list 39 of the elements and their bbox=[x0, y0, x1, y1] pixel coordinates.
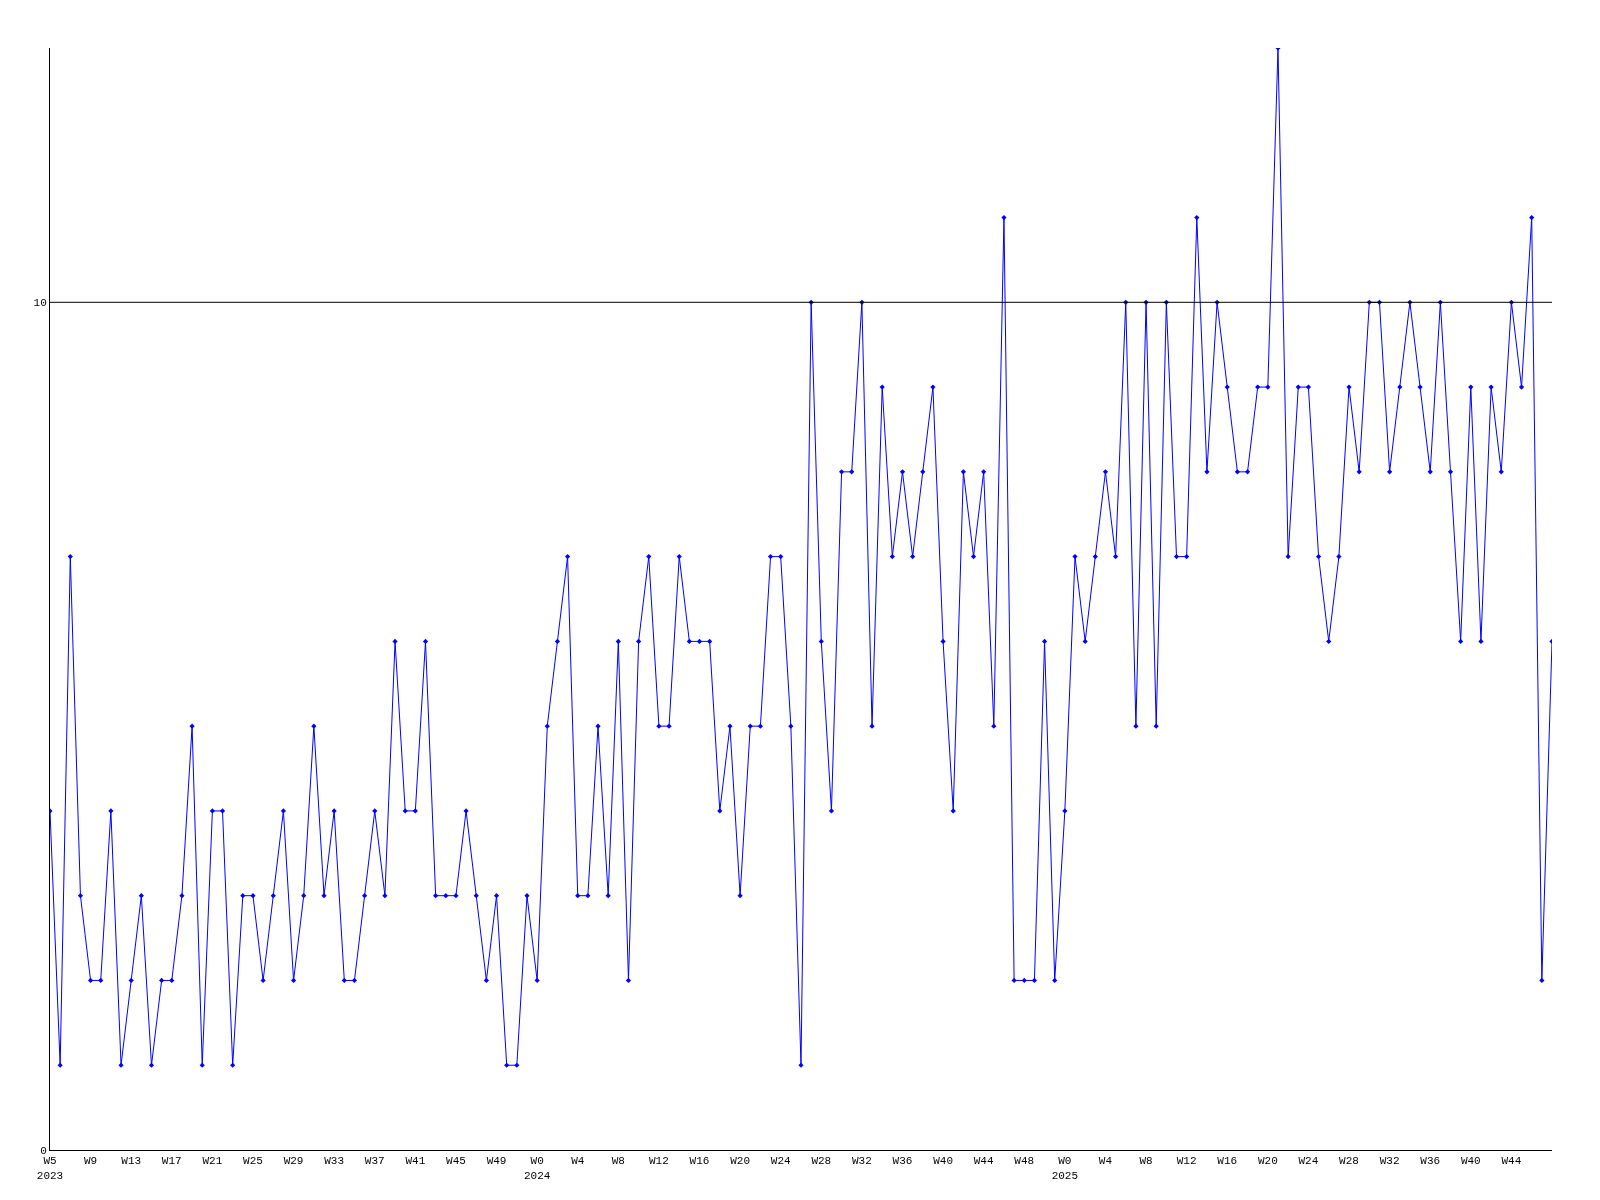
x-tick-label: W16 bbox=[689, 1155, 710, 1168]
x-tick-label: W24 bbox=[770, 1155, 791, 1168]
x-tick-label: W0 2025 bbox=[1051, 1155, 1079, 1182]
x-tick-label: W25 bbox=[243, 1155, 263, 1168]
x-tick-label: W32 bbox=[851, 1155, 872, 1168]
x-tick-label: W36 bbox=[892, 1155, 913, 1168]
x-tick-label: W44 bbox=[973, 1155, 994, 1168]
x-tick-label: W29 bbox=[283, 1155, 304, 1168]
x-tick-label: W44 bbox=[1501, 1155, 1522, 1168]
x-tick-label: W5 2023 bbox=[36, 1155, 64, 1182]
x-tick-label: W40 bbox=[1460, 1155, 1481, 1168]
x-tick-label: W21 bbox=[202, 1155, 223, 1168]
x-tick-label: W40 bbox=[933, 1155, 953, 1168]
x-tick-label: W37 bbox=[364, 1155, 385, 1168]
x-tick-label: W20 bbox=[1257, 1155, 1278, 1168]
x-tick-label: W33 bbox=[324, 1155, 345, 1168]
y-tick-label: 10 bbox=[33, 297, 47, 310]
x-tick-label: W41 bbox=[405, 1155, 426, 1168]
x-tick-label: W12 bbox=[1176, 1155, 1197, 1168]
x-tick-label: W17 bbox=[161, 1155, 182, 1168]
x-tick-label: W12 bbox=[649, 1155, 669, 1168]
x-tick-label: W49 bbox=[486, 1155, 507, 1168]
y-tick-label: 0 bbox=[40, 1144, 47, 1157]
x-tick-label: W4 bbox=[571, 1155, 585, 1168]
x-tick-label: W9 bbox=[83, 1155, 98, 1168]
x-tick-label: W45 bbox=[446, 1155, 466, 1168]
x-tick-label: W16 bbox=[1217, 1155, 1238, 1168]
x-tick-label: W0 2024 bbox=[523, 1155, 551, 1182]
x-tick-label: W28 bbox=[1339, 1155, 1359, 1168]
x-tick-label: W8 bbox=[1139, 1155, 1153, 1168]
x-tick-label: W8 bbox=[611, 1155, 625, 1168]
x-tick-label: W28 bbox=[811, 1155, 832, 1168]
x-tick-label: W24 bbox=[1298, 1155, 1319, 1168]
x-tick-label: W48 bbox=[1014, 1155, 1035, 1168]
x-tick-label: W20 bbox=[730, 1155, 751, 1168]
x-tick-label: W4 bbox=[1098, 1155, 1113, 1168]
x-tick-label: W13 bbox=[121, 1155, 142, 1168]
x-tick-label: W36 bbox=[1420, 1155, 1441, 1168]
x-tick-label: W32 bbox=[1379, 1155, 1400, 1168]
